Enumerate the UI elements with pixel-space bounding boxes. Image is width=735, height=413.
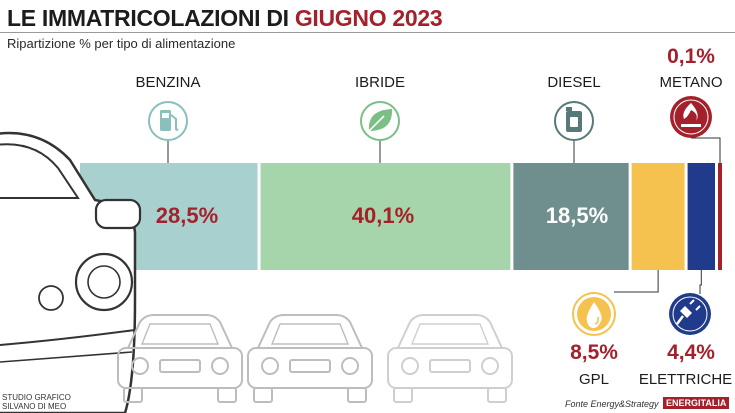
bar-segment-gpl — [631, 163, 685, 270]
bars-layer — [80, 163, 722, 270]
chart-subtitle: Ripartizione % per tipo di alimentazione — [7, 36, 236, 51]
bar-segment-diesel — [513, 163, 629, 270]
value-label-benzina: 28,5% — [155, 203, 219, 228]
chart-title: LE IMMATRICOLAZIONI DI GIUGNO 2023 — [7, 5, 443, 32]
connectors-layer — [167, 137, 721, 294]
bar-segment-elettriche — [687, 163, 715, 270]
value-label-elettriche: 4,4% — [667, 341, 715, 364]
fuel-can-icon — [554, 101, 594, 141]
category-label-ibride: IBRIDE — [354, 74, 405, 91]
credit-studio-line2: SILVANO DI MEO — [2, 402, 67, 411]
car-illustration-small-3 — [387, 314, 513, 403]
category-label-metano: METANO — [659, 74, 723, 91]
bar-segment-ibride — [260, 163, 511, 270]
flame-icon — [670, 96, 712, 138]
plug-icon — [669, 293, 711, 335]
brand-logo: ENERGITALIA — [663, 397, 730, 409]
value-label-ibride: 40,1% — [351, 203, 415, 228]
bar-segment-metano — [718, 163, 722, 270]
drop-icon — [572, 292, 616, 336]
chart-title-highlight: GIUGNO 2023 — [294, 5, 443, 31]
category-label-diesel: DIESEL — [547, 74, 601, 91]
value-label-metano: 0,1% — [667, 45, 715, 68]
category-label-gpl: GPL — [578, 371, 609, 388]
car-illustration-small-2 — [247, 314, 373, 403]
car-illustration-small-1 — [117, 314, 243, 403]
credit-studio: STUDIO GRAFICO SILVANO DI MEO — [2, 393, 71, 411]
chart-title-main: LE IMMATRICOLAZIONI DI — [7, 5, 295, 31]
connector-metano — [691, 137, 721, 163]
value-label-diesel: 18,5% — [545, 203, 609, 228]
source-note: Fonte Energy&Strategy — [565, 399, 659, 409]
credit-studio-line1: STUDIO GRAFICO — [2, 393, 71, 402]
category-label-elettriche: ELETTRICHE — [638, 371, 733, 388]
leaf-icon — [360, 101, 400, 141]
value-label-gpl: 8,5% — [570, 341, 618, 364]
connector-elettriche — [699, 270, 702, 294]
connector-gpl — [614, 270, 659, 293]
car-illustration-large — [0, 131, 142, 413]
title-divider — [0, 32, 735, 33]
category-label-benzina: BENZINA — [135, 74, 201, 91]
fuel-pump-icon — [148, 101, 188, 141]
